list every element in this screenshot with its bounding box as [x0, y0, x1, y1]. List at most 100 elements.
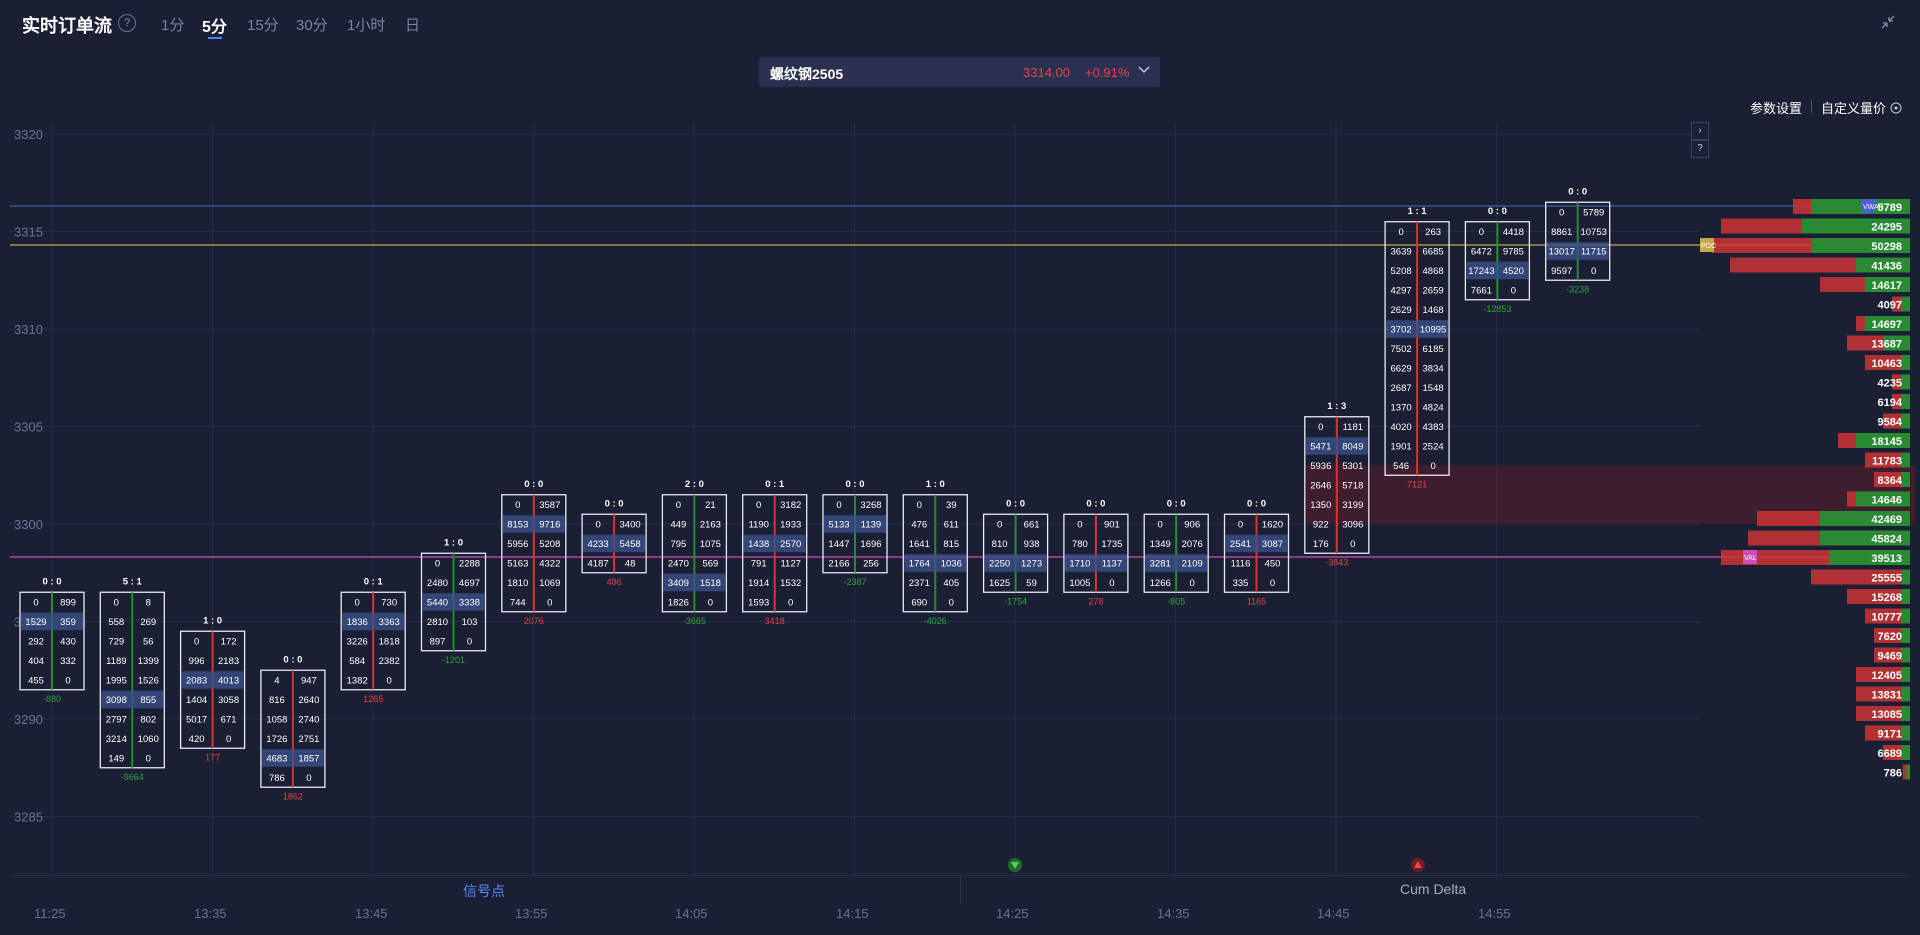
question-icon[interactable]: ?: [1691, 140, 1709, 158]
profile-buy-bar: [1901, 628, 1910, 643]
tab-day[interactable]: 日: [405, 17, 421, 34]
candle-delta: 2076: [524, 616, 544, 626]
tab-1min[interactable]: 1分: [161, 17, 185, 34]
time-label: 11:25: [34, 906, 66, 921]
time-label: 14:35: [1157, 906, 1190, 921]
profile-sell-bar: [1874, 647, 1901, 663]
ask-volume: 3834: [1423, 363, 1444, 374]
bid-volume: 5936: [1310, 461, 1331, 472]
bid-volume: 3639: [1391, 246, 1412, 257]
custom-price-button[interactable]: 自定义量价: [1821, 98, 1902, 117]
footprint-box: [661, 494, 728, 613]
ask-volume: 359: [60, 617, 76, 628]
symbol-selector[interactable]: 螺纹钢2505 3314.00 +0.91%: [759, 57, 1160, 87]
ask-volume: 611: [944, 519, 959, 530]
profile-value: 5789: [1878, 202, 1902, 214]
poc-row-highlight: [1546, 242, 1609, 260]
footprint-box: [260, 669, 326, 788]
bid-volume: 791: [751, 558, 767, 569]
profile-sell-bar: [1892, 374, 1901, 390]
ask-volume: 4824: [1423, 402, 1444, 413]
ask-volume: 947: [301, 675, 317, 686]
ask-volume: 56: [143, 636, 154, 647]
ask-volume: 2183: [218, 656, 239, 667]
poc-row-highlight: [1305, 437, 1368, 455]
profile-sell-bar: [1883, 413, 1901, 429]
candle-delta: 278: [1088, 596, 1103, 606]
profile-tag: [1862, 199, 1876, 213]
collapse-icon[interactable]: [1880, 14, 1896, 33]
chevron-right-icon[interactable]: ›: [1691, 122, 1709, 140]
footprint-box: [420, 552, 487, 652]
bid-volume: 455: [28, 675, 44, 686]
ask-volume: 1181: [1343, 422, 1363, 433]
profile-sell-bar: [1856, 686, 1901, 702]
buy-signal-arrow: [1011, 862, 1019, 869]
buy-signal-icon: [1008, 858, 1022, 872]
ask-volume: 730: [381, 597, 397, 608]
profile-sell-bar: [1865, 608, 1901, 624]
imbalance-ratio: 1 : 0: [203, 615, 222, 626]
profile-value: 8364: [1878, 475, 1903, 487]
tab-5min[interactable]: 5分: [202, 19, 227, 36]
tab-30min[interactable]: 30分: [296, 17, 328, 34]
bid-volume: 0: [1318, 422, 1323, 433]
ask-volume: 5458: [620, 539, 641, 550]
signal-points-tab[interactable]: 信号点: [463, 883, 505, 899]
ask-volume: 0: [1190, 578, 1195, 589]
sell-signal-icon: [1411, 858, 1425, 872]
value-area-band: [1305, 465, 1915, 524]
ask-volume: 10753: [1580, 227, 1606, 238]
profile-value: 41436: [1871, 261, 1902, 273]
bid-volume: 0: [194, 636, 199, 647]
bid-volume: 0: [1398, 227, 1403, 238]
ask-volume: 4520: [1503, 266, 1524, 277]
footprint-box: [1223, 513, 1290, 593]
tab-15min[interactable]: 15分: [247, 17, 279, 34]
settings-button[interactable]: 参数设置: [1750, 101, 1803, 116]
bid-volume: 1005: [1069, 578, 1090, 589]
profile-sell-bar: [1811, 569, 1901, 585]
help-icon[interactable]: ?: [118, 14, 136, 32]
candle-delta: -3843: [1325, 557, 1348, 567]
symbol-name: 螺纹钢2505: [770, 66, 844, 82]
bid-volume: 1995: [106, 675, 127, 686]
profile-buy-bar: [1906, 764, 1910, 780]
ask-volume: 1036: [941, 558, 962, 569]
imbalance-ratio: 0 : 0: [524, 479, 543, 490]
bid-volume: 996: [189, 656, 205, 667]
imbalance-ratio: 5 : 1: [123, 576, 143, 587]
ask-volume: 332: [60, 656, 76, 667]
ask-volume: 1127: [780, 558, 800, 569]
footprint-box: [982, 513, 1049, 593]
poc-row-highlight: [583, 534, 646, 553]
profile-value: 13831: [1871, 690, 1902, 702]
bid-volume: 2646: [1310, 480, 1331, 491]
ask-volume: 10995: [1420, 324, 1446, 335]
poc-row-highlight: [1064, 554, 1127, 572]
profile-sell-bar: [1874, 628, 1901, 643]
tab-1hour[interactable]: 1小时: [347, 17, 386, 34]
poc-row-highlight: [261, 749, 324, 767]
cum-delta-tab[interactable]: Cum Delta: [1400, 881, 1467, 897]
price-tick: 3310: [14, 322, 43, 337]
ask-volume: 1399: [138, 656, 159, 667]
bid-volume: 6472: [1471, 246, 1492, 257]
profile-sell-bar: [1856, 667, 1901, 682]
bid-volume: 2250: [989, 558, 1010, 569]
footprint-box: [902, 494, 968, 613]
ask-volume: 3587: [539, 500, 560, 511]
ask-volume: 5208: [539, 539, 560, 550]
profile-tag-label: VWAP: [1863, 204, 1884, 211]
profile-buy-bar: [1901, 569, 1910, 585]
profile-sell-bar: [1902, 764, 1907, 780]
price-tick: 3300: [14, 517, 43, 532]
ask-volume: 2659: [1423, 285, 1444, 296]
profile-buy-bar: [1856, 257, 1910, 273]
imbalance-ratio: 0 : 0: [1006, 498, 1025, 509]
bid-volume: 5956: [507, 539, 528, 550]
bid-volume: 1438: [748, 539, 769, 550]
toolbar-divider: [1811, 100, 1812, 113]
imbalance-ratio: 0 : 0: [1488, 206, 1507, 217]
